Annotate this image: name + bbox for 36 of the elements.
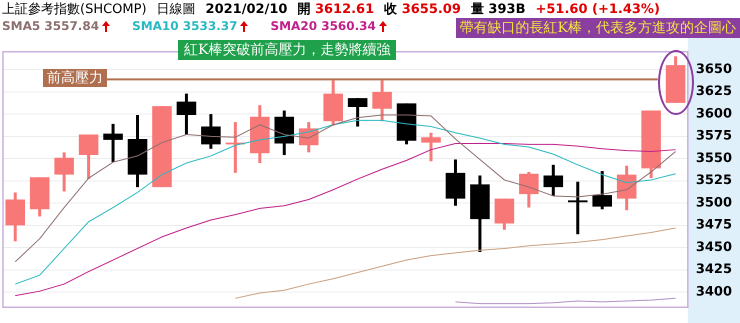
candlestick (201, 114, 221, 149)
candlestick (54, 152, 74, 192)
y-tick-label: 3525 (696, 173, 732, 188)
candlestick (519, 172, 539, 208)
candlestick (348, 98, 368, 127)
text: 開 3612.61 (297, 1, 374, 18)
y-tick-label: 3475 (696, 218, 732, 233)
chart-title: 上証參考指數(SHCOMP) (2, 1, 147, 18)
y-tick-label: 3450 (696, 240, 732, 255)
candlestick (592, 171, 612, 210)
text: SMA20 3560.34 (270, 19, 377, 33)
candlestick (544, 164, 564, 196)
candlestick (78, 134, 98, 180)
candlestick (176, 94, 196, 135)
chart-subtitle: 日線圖 (156, 1, 196, 18)
y-tick-label: 3575 (696, 128, 732, 144)
text: 量 393B (470, 1, 526, 18)
y-tick-label: 3500 (696, 195, 732, 210)
annotation: 紅K棒突破前高壓力，走勢將續強 (178, 40, 396, 60)
candlestick (103, 124, 123, 162)
y-tick-label: 3400 (696, 284, 732, 300)
y-tick-label: 3425 (696, 262, 732, 278)
ref-line-label: 前高壓力 (43, 69, 107, 88)
candlestick (226, 122, 246, 173)
candlestick (421, 132, 441, 162)
y-tick-label: 3550 (696, 150, 732, 166)
text: +51.60 (+1.43%) (535, 2, 660, 16)
text: SMA10 3533.37 (132, 19, 238, 33)
text: 帶有缺口的長紅K棒，代表多方進攻的企圖心 (456, 18, 740, 38)
text: 2021/02/10 (206, 2, 288, 16)
y-tick-label: 3625 (696, 84, 732, 100)
y-tick-label: 3600 (696, 106, 732, 122)
candlestick (372, 80, 392, 122)
text: 收 3655.09 (384, 1, 461, 18)
y-tick-label: 3650 (696, 62, 732, 77)
text: SMA5 3557.84 (2, 19, 100, 33)
